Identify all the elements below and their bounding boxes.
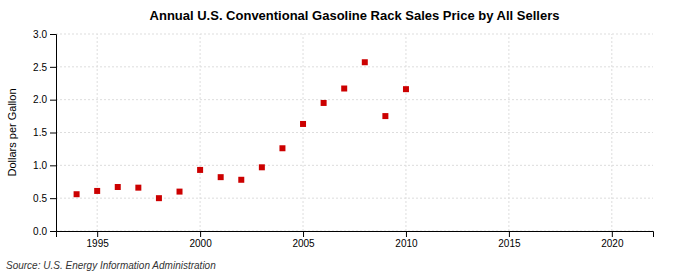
- grid-line-y: [56, 66, 653, 67]
- tick: 2005: [292, 231, 315, 249]
- tick-label: 2020: [601, 238, 624, 249]
- tick-mark: [50, 133, 56, 134]
- grid-line-y: [56, 34, 653, 35]
- point: [135, 185, 141, 191]
- tick-label: 1995: [87, 238, 110, 249]
- point: [177, 189, 183, 195]
- tick: 2.5: [33, 62, 56, 73]
- tick-label: 1.5: [33, 127, 47, 138]
- point: [94, 188, 100, 194]
- title: Annual U.S. Conventional Gasoline Rack S…: [150, 8, 560, 23]
- tick-mark: [97, 231, 98, 237]
- grid-line-y: [56, 165, 653, 166]
- tick-label: 3.0: [33, 29, 47, 40]
- point: [156, 195, 162, 201]
- tick-label: 2005: [292, 238, 315, 249]
- tick-mark: [612, 231, 613, 237]
- grid-line-y: [56, 132, 653, 133]
- tick-mark: [50, 34, 56, 35]
- y-axis: 0.0 0.5 1.0 1.5 2.0 2.5 3.0: [33, 29, 56, 237]
- chart: 1995 2000 2005 2010 2015 2020 0.0 0.5 1.0 1.5 2.0 2…: [0, 0, 675, 275]
- tick-mark: [50, 67, 56, 68]
- point: [382, 113, 388, 119]
- tick-mark: [200, 231, 201, 237]
- tick: 2015: [498, 231, 521, 249]
- tick-label: 2000: [189, 238, 212, 249]
- point: [74, 191, 80, 197]
- tick-mark: [406, 231, 407, 237]
- source: Source: U.S. Energy Information Administ…: [6, 260, 216, 271]
- point: [362, 59, 368, 65]
- tick: 1995: [87, 231, 110, 249]
- y-axis-label: Dollars per Gallon: [6, 88, 18, 176]
- point: [238, 177, 244, 183]
- tick-label: 0.5: [33, 193, 47, 204]
- points: [74, 59, 409, 201]
- point: [341, 86, 347, 92]
- point: [259, 164, 265, 170]
- tick: 1.5: [33, 127, 56, 138]
- tick-label: 2015: [498, 238, 521, 249]
- grid-line-x: [303, 34, 304, 231]
- tick: 0.0: [33, 226, 56, 237]
- point: [197, 167, 203, 173]
- tick: 0.5: [33, 193, 56, 204]
- grid-line-y: [56, 198, 653, 199]
- point: [218, 174, 224, 180]
- tick: 2000: [189, 231, 212, 249]
- tick-label: 1.0: [33, 160, 47, 171]
- x-axis: 1995 2000 2005 2010 2015 2020: [57, 231, 654, 249]
- tick-label: 2.0: [33, 94, 47, 105]
- tick: 2.0: [33, 94, 56, 105]
- point: [279, 145, 285, 151]
- point: [321, 100, 327, 106]
- axis-line: [50, 35, 57, 232]
- tick-mark: [50, 165, 56, 166]
- tick-label: 0.0: [33, 226, 47, 237]
- tick-mark: [50, 231, 56, 232]
- tick-mark: [303, 231, 304, 237]
- tick-mark: [50, 198, 56, 199]
- point: [403, 86, 409, 92]
- tick: 2020: [601, 231, 624, 249]
- tick-label: 2010: [395, 238, 418, 249]
- grid-line-y: [56, 99, 653, 100]
- tick: 2010: [395, 231, 418, 249]
- tick-mark: [509, 231, 510, 237]
- point: [300, 121, 306, 127]
- grid: [56, 34, 653, 231]
- tick: 3.0: [33, 29, 56, 40]
- tick-label: 2.5: [33, 62, 47, 73]
- point: [115, 184, 121, 190]
- tick: 1.0: [33, 160, 56, 171]
- tick-mark: [50, 100, 56, 101]
- axis-line: [57, 232, 654, 238]
